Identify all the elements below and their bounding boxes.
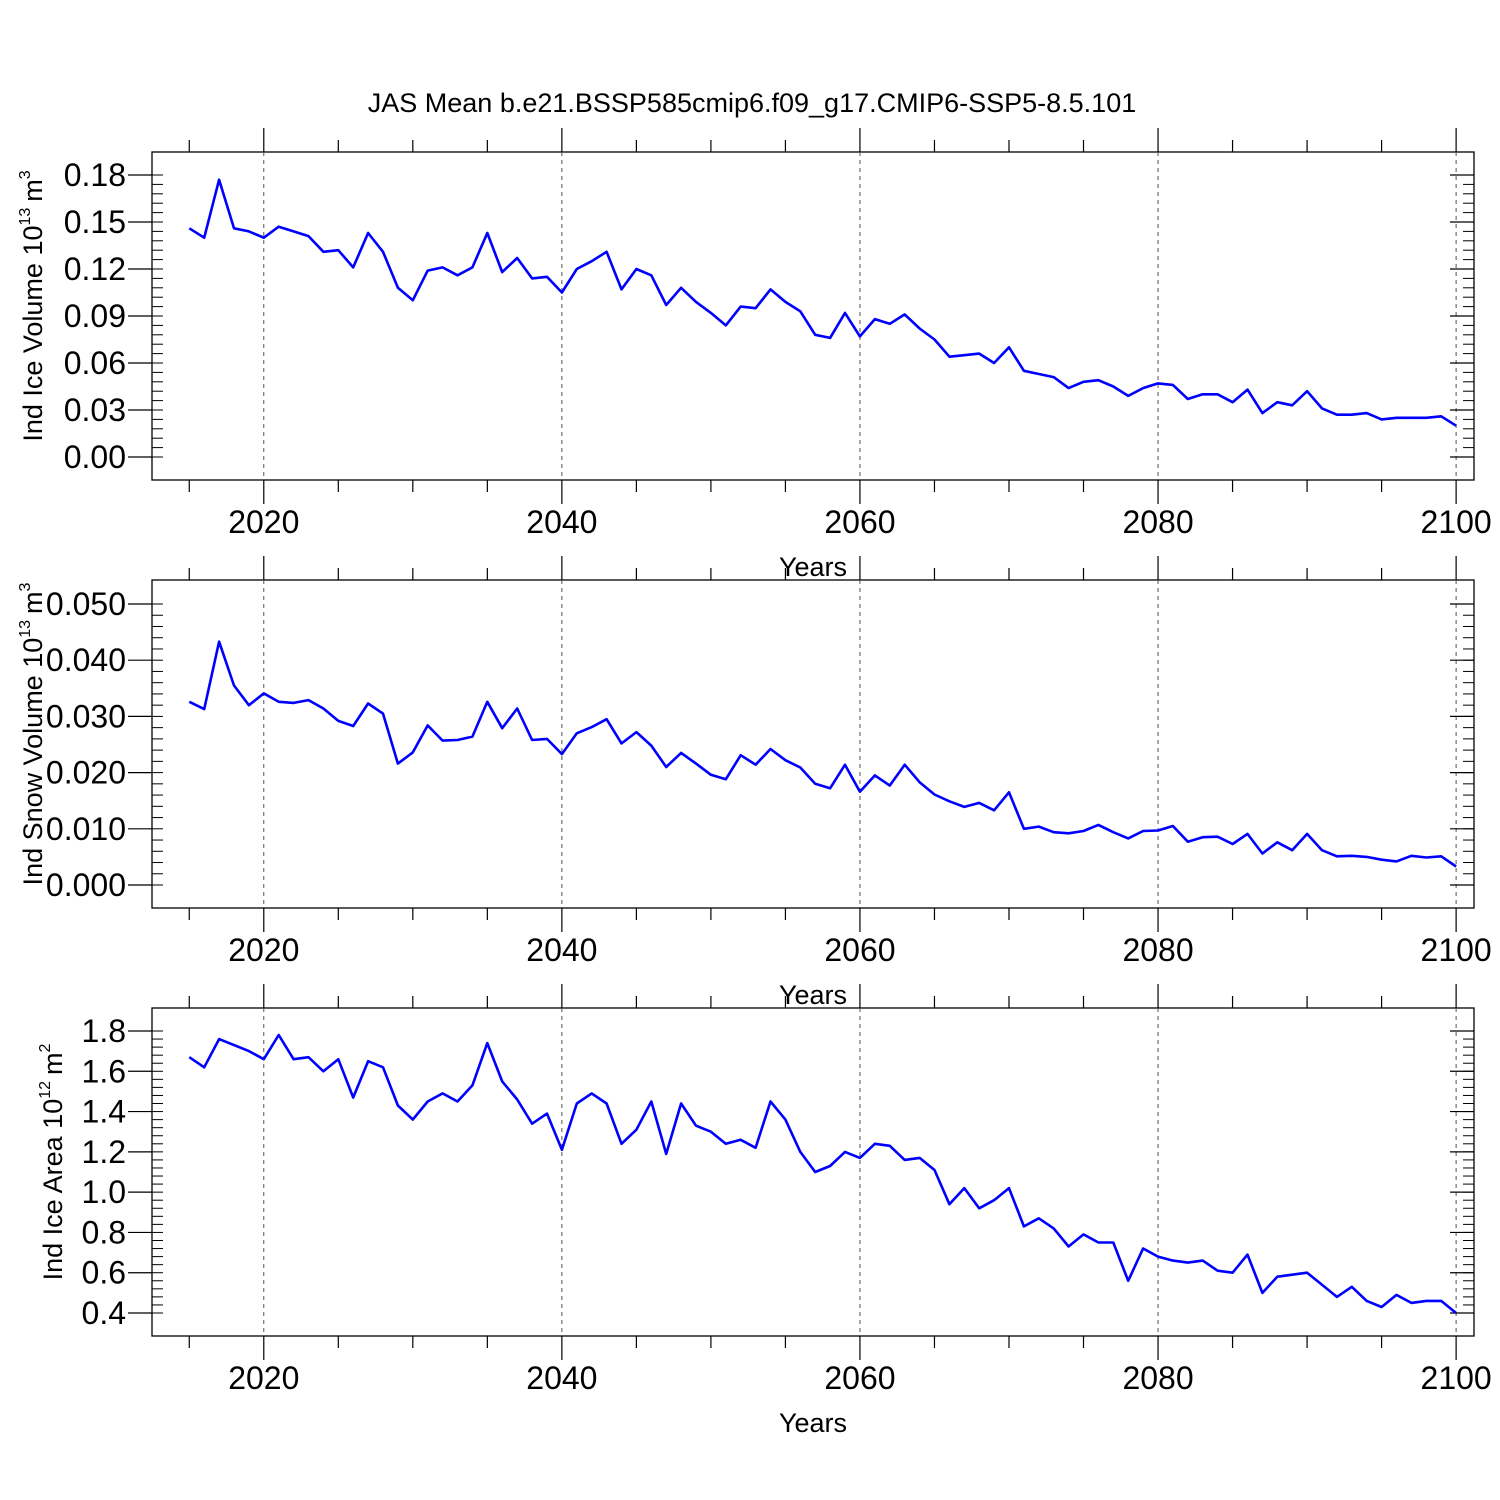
x-tick-label: 2060 <box>824 932 895 968</box>
x-tick-label: 2040 <box>526 504 597 540</box>
y-tick-label: 1.0 <box>82 1174 126 1210</box>
y-tick-label: 0.8 <box>82 1214 126 1250</box>
series-line <box>188 1033 1457 1315</box>
x-tick-label: 2100 <box>1421 1360 1492 1396</box>
y-axis-title-unit-exponent: 3 <box>17 582 34 591</box>
y-axis-title-unit-exponent: 2 <box>37 1043 54 1052</box>
y-tick-label: 0.09 <box>64 298 126 334</box>
y-axis-title-unit: m <box>18 591 48 614</box>
y-tick-label: 0.040 <box>46 642 126 678</box>
y-axis-title-text: Ind Ice Volume 10 <box>18 226 48 442</box>
y-axis-title: Ind Ice Area 1012 m2 <box>37 1043 68 1280</box>
panel-3: 0.4 0.6 0.8 1.0 1.2 1.4 1.6 1.8 2020 2040 2060 2080… <box>37 984 1492 1438</box>
plot-frame <box>151 1007 1475 1337</box>
y-tick-label: 0.06 <box>64 345 126 381</box>
x-tick-label: 2100 <box>1421 932 1492 968</box>
y-tick-label: 1.8 <box>82 1013 126 1049</box>
plot-frame <box>151 579 1475 909</box>
plot-frame <box>151 151 1475 481</box>
x-axis-title: Years <box>779 1408 847 1438</box>
y-tick-label: 1.6 <box>82 1053 126 1089</box>
x-tick-label: 2040 <box>526 932 597 968</box>
y-tick-label: 0.18 <box>64 157 126 193</box>
series-line <box>188 640 1457 868</box>
x-axis-title: Years <box>779 980 847 1010</box>
y-tick-label: 0.03 <box>64 392 126 428</box>
x-tick-label: 2080 <box>1122 504 1193 540</box>
y-axis-title-exponent: 12 <box>37 1081 54 1099</box>
y-axis-title: Ind Snow Volume 1013 m3 <box>17 582 48 885</box>
y-tick-label: 0.4 <box>82 1295 126 1331</box>
y-tick-label: 0.020 <box>46 755 126 791</box>
y-axis-title-unit: m <box>38 1052 68 1075</box>
y-tick-label: 0.15 <box>64 204 126 240</box>
panel-1: 0.00 0.03 0.06 0.09 0.12 0.15 0.18 2020 2040 2060… <box>17 128 1492 582</box>
x-tick-label: 2020 <box>228 932 299 968</box>
y-tick-label: 0.6 <box>82 1255 126 1291</box>
x-tick-label: 2020 <box>228 1360 299 1396</box>
chart-title: JAS Mean b.e21.BSSP585cmip6.f09_g17.CMIP… <box>368 88 1136 118</box>
x-tick-label: 2020 <box>228 504 299 540</box>
y-axis-title-text: Ind Ice Area 10 <box>38 1099 68 1281</box>
y-tick-label: 0.010 <box>46 811 126 847</box>
y-tick-label: 0.12 <box>64 251 126 287</box>
x-tick-label: 2060 <box>824 504 895 540</box>
series-line <box>188 178 1457 427</box>
y-tick-label: 0.00 <box>64 439 126 475</box>
panel-2: 0.000 0.010 0.020 0.030 0.040 0.050 2020 2040 20… <box>17 556 1492 1010</box>
x-tick-label: 2040 <box>526 1360 597 1396</box>
x-tick-label: 2060 <box>824 1360 895 1396</box>
y-axis-title-unit: m <box>18 179 48 202</box>
y-axis-title-unit-exponent: 3 <box>17 170 34 179</box>
y-tick-label: 1.2 <box>82 1134 126 1170</box>
y-axis-title-exponent: 13 <box>17 208 34 226</box>
y-tick-label: 1.4 <box>82 1094 126 1130</box>
y-tick-label: 0.030 <box>46 698 126 734</box>
y-tick-label: 0.000 <box>46 867 126 903</box>
y-axis-title-text: Ind Snow Volume 10 <box>18 638 48 886</box>
y-axis-title-exponent: 13 <box>17 620 34 638</box>
x-tick-label: 2080 <box>1122 1360 1193 1396</box>
y-axis-title: Ind Ice Volume 1013 m3 <box>17 170 48 441</box>
x-tick-label: 2080 <box>1122 932 1193 968</box>
x-axis-title: Years <box>779 552 847 582</box>
y-tick-label: 0.050 <box>46 586 126 622</box>
x-tick-label: 2100 <box>1421 504 1492 540</box>
